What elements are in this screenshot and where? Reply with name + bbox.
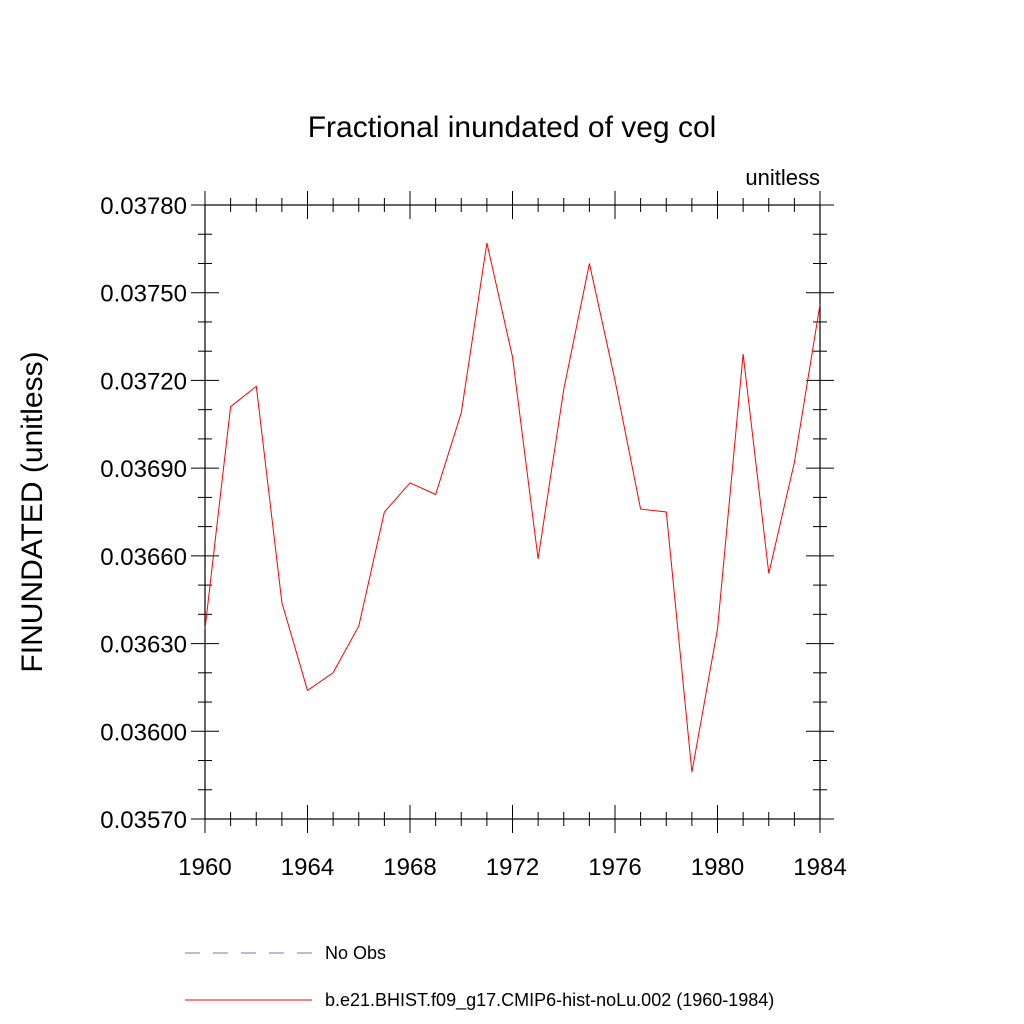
x-tick-label: 1976	[588, 854, 641, 881]
legend-label: b.e21.BHIST.f09_g17.CMIP6-hist-noLu.002 …	[325, 990, 774, 1011]
series-line	[204, 242, 821, 773]
y-tick-label: 0.03570	[100, 807, 187, 834]
y-tick-label: 0.03690	[100, 456, 187, 483]
units-label: unitless	[745, 165, 820, 190]
y-axis: 0.03570 0.03600 0.03630 0.03660 0.03690 0.037…	[100, 193, 834, 834]
plot-border	[204, 204, 821, 820]
plot-frame	[204, 204, 821, 820]
y-tick-label: 0.03630	[100, 632, 187, 659]
y-tick-label: 0.03720	[100, 368, 187, 395]
y-tick-label: 0.03750	[100, 281, 187, 308]
x-tick-label: 1960	[178, 854, 231, 881]
x-tick-label: 1980	[691, 854, 744, 881]
y-axis-label: FINUNDATED (unitless)	[16, 351, 49, 672]
series-layer	[204, 242, 821, 773]
x-axis: 1960 1964 1968 1972 1976 1980 1984	[178, 191, 847, 881]
legend-label: No Obs	[325, 943, 386, 963]
y-tick-label: 0.03600	[100, 719, 187, 746]
y-tick-label: 0.03780	[100, 193, 187, 220]
y-tick-label: 0.03660	[100, 544, 187, 571]
x-tick-label: 1984	[793, 854, 846, 881]
x-tick-label: 1964	[281, 854, 334, 881]
x-tick-label: 1972	[486, 854, 539, 881]
legend: No Obs b.e21.BHIST.f09_g17.CMIP6-hist-noL…	[185, 943, 774, 1011]
x-tick-label: 1968	[383, 854, 436, 881]
chart-title: Fractional inundated of veg col	[308, 111, 717, 144]
